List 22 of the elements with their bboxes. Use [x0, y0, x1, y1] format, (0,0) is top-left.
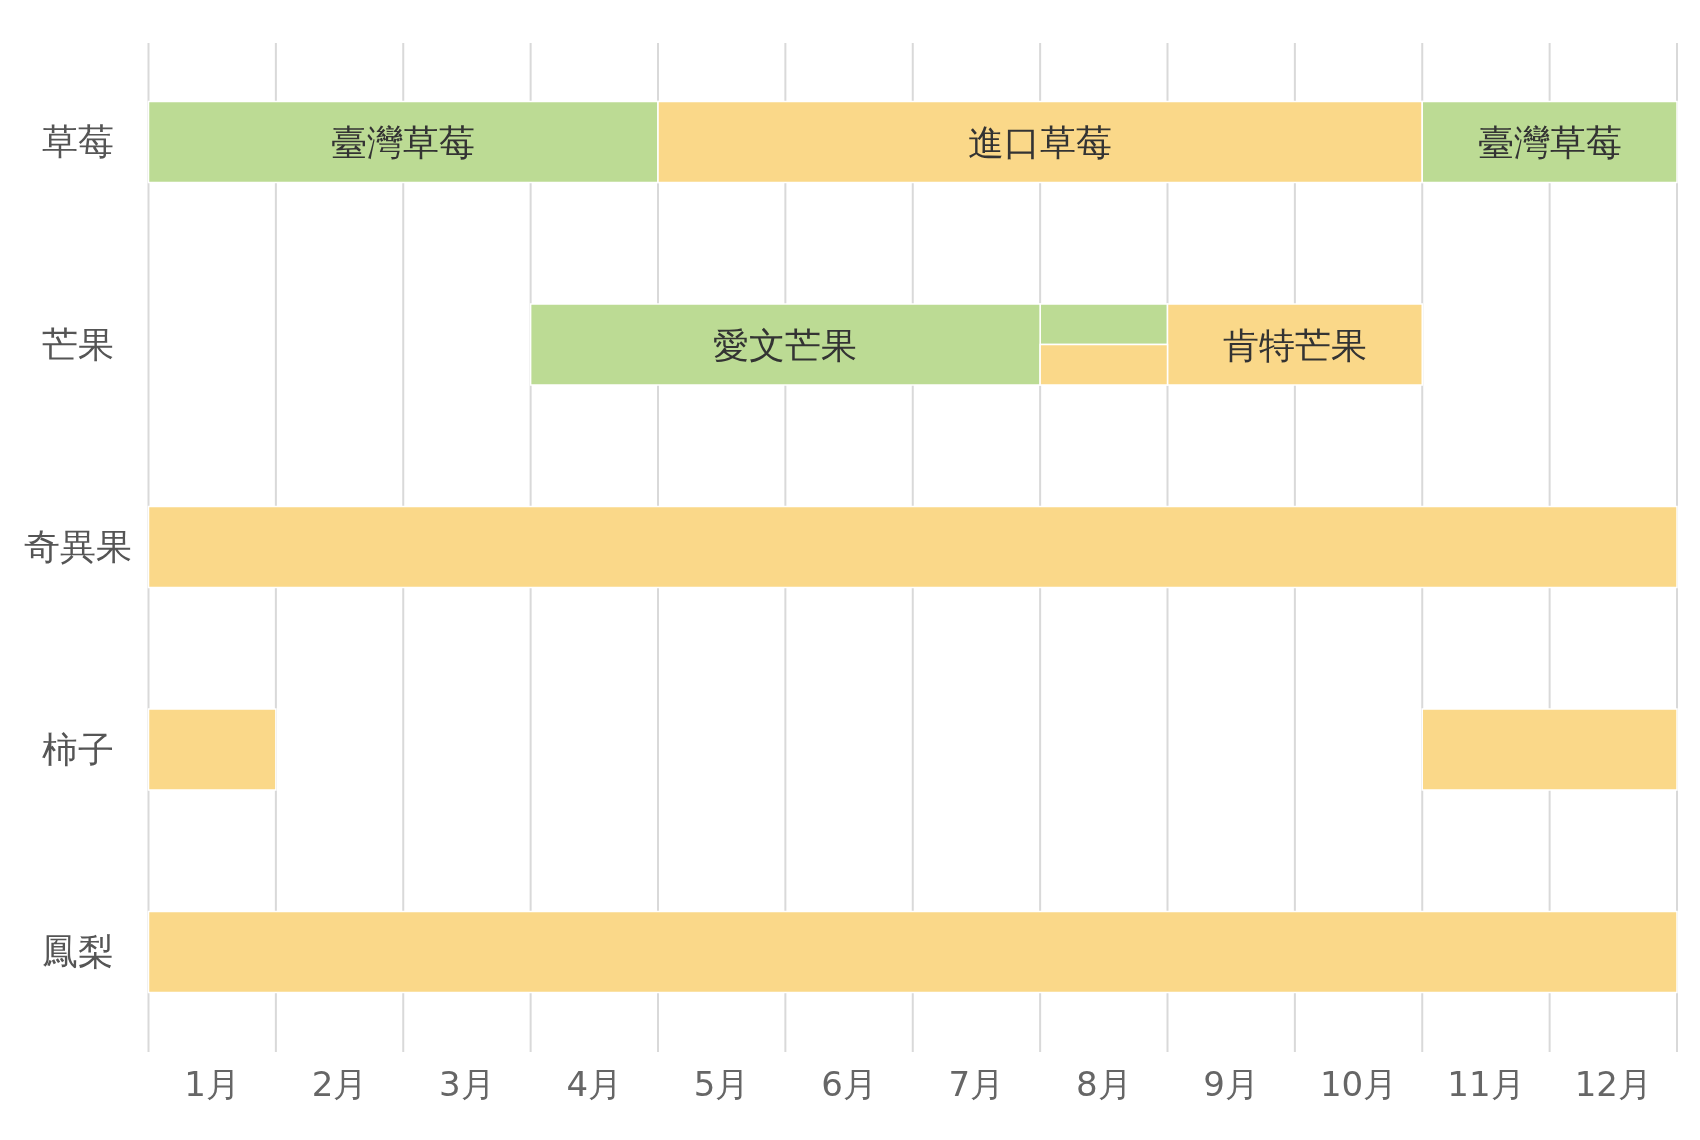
x-tick-label: 6月 [821, 1064, 877, 1104]
data-label: 進口草莓 [968, 122, 1113, 163]
x-tick-label: 3月 [439, 1064, 495, 1104]
y-tick-label: 芒果 [42, 323, 114, 365]
data-label: 臺灣草莓 [1477, 122, 1622, 163]
x-tick-label: 2月 [311, 1064, 368, 1104]
data-label: 臺灣草莓 [331, 122, 476, 163]
y-tick-label: 鳳梨 [42, 931, 114, 972]
x-tick-label: 5月 [693, 1064, 750, 1104]
data-label: 肯特芒果 [1222, 324, 1367, 366]
x-tick-label: 4月 [566, 1064, 623, 1104]
y-tick-label: 奇異果 [24, 526, 132, 567]
x-tick-label: 9月 [1203, 1064, 1260, 1104]
x-tick-label: 10月 [1319, 1064, 1398, 1104]
y-tick-label: 草莓 [42, 121, 114, 162]
x-tick-label: 11月 [1447, 1064, 1525, 1104]
x-tick-label: 1月 [184, 1064, 241, 1104]
x-tick-label: 8月 [1075, 1064, 1132, 1104]
y-tick-label: 柿子 [42, 728, 114, 770]
x-tick-label: 7月 [948, 1064, 1005, 1104]
data-label: 愛文芒果 [713, 324, 858, 366]
x-tick-label: 12月 [1574, 1064, 1652, 1104]
